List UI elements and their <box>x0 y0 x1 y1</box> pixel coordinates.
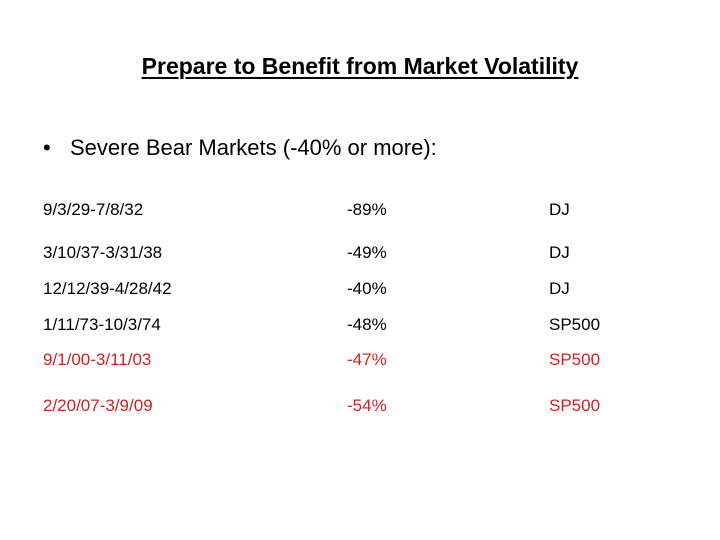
index-name: SP500 <box>549 315 601 334</box>
market-row: 12/12/39-4/28/42 -40% DJ <box>0 279 720 303</box>
market-row-highlighted: 9/1/00-3/11/03 -47% SP500 <box>0 350 720 374</box>
date-range: 2/20/07-3/9/09 <box>43 396 153 415</box>
market-row: 3/10/37-3/31/38 -49% DJ <box>0 243 720 267</box>
slide-title: Prepare to Benefit from Market Volatilit… <box>141 53 579 79</box>
market-row-highlighted: 2/20/07-3/9/09 -54% SP500 <box>0 396 720 420</box>
bullet-icon: • <box>43 135 51 160</box>
index-name: SP500 <box>549 396 601 415</box>
index-name: DJ <box>549 279 570 298</box>
date-range: 12/12/39-4/28/42 <box>43 279 172 298</box>
bullet-heading: • Severe Bear Markets (-40% or more): <box>43 135 437 161</box>
index-name: SP500 <box>549 350 601 369</box>
index-name: DJ <box>549 200 570 219</box>
date-range: 1/11/73-10/3/74 <box>43 315 161 334</box>
percent-change: -48% <box>347 315 387 334</box>
percent-change: -40% <box>347 279 387 298</box>
bullet-text: Severe Bear Markets (-40% or more): <box>70 135 437 160</box>
market-row: 1/11/73-10/3/74 -48% SP500 <box>0 315 720 339</box>
market-row: 9/3/29-7/8/32 -89% DJ <box>0 200 720 224</box>
date-range: 9/1/00-3/11/03 <box>43 350 152 369</box>
percent-change: -89% <box>347 200 387 219</box>
date-range: 3/10/37-3/31/38 <box>43 243 163 262</box>
percent-change: -49% <box>347 243 387 262</box>
index-name: DJ <box>549 243 570 262</box>
percent-change: -47% <box>347 350 387 369</box>
percent-change: -54% <box>347 396 387 415</box>
date-range: 9/3/29-7/8/32 <box>43 200 144 219</box>
